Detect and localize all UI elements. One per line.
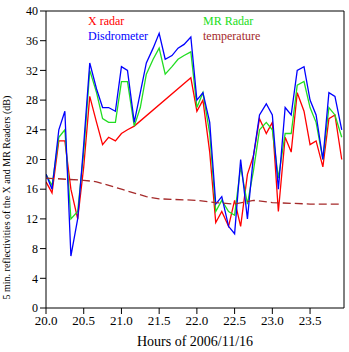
svg-text:28: 28 <box>26 93 38 107</box>
html-text:temperature: temperature <box>203 29 261 43</box>
html-text:Disdrometer: Disdrometer <box>88 29 148 43</box>
svg-text:8: 8 <box>32 242 38 256</box>
svg-text:20.5: 20.5 <box>72 313 95 328</box>
svg-text:40: 40 <box>26 4 38 18</box>
svg-text:21.0: 21.0 <box>110 313 133 328</box>
svg-text:20: 20 <box>26 153 38 167</box>
svg-text:20.0: 20.0 <box>35 313 58 328</box>
svg-text:36: 36 <box>26 34 38 48</box>
svg-text:5 min. reflectivities of the X: 5 min. reflectivities of the X and MR Re… <box>8 96 13 300</box>
svg-text:21.5: 21.5 <box>148 313 171 328</box>
svg-text:16: 16 <box>26 182 38 196</box>
svg-text:4: 4 <box>32 272 38 286</box>
svg-text:22.5: 22.5 <box>223 313 246 328</box>
svg-text:24: 24 <box>26 123 38 137</box>
svg-text:Hours of 2006/11/16: Hours of 2006/11/16 <box>137 334 253 349</box>
svg-text:23.0: 23.0 <box>261 313 284 328</box>
html-text:X radar: X radar <box>88 14 125 28</box>
html-text:MR Radar: MR Radar <box>203 14 254 28</box>
svg-text:23.5: 23.5 <box>299 313 322 328</box>
svg-text:0: 0 <box>32 301 38 315</box>
svg-text:12: 12 <box>26 212 38 226</box>
svg-text:22.0: 22.0 <box>186 313 209 328</box>
svg-text:32: 32 <box>26 64 38 78</box>
